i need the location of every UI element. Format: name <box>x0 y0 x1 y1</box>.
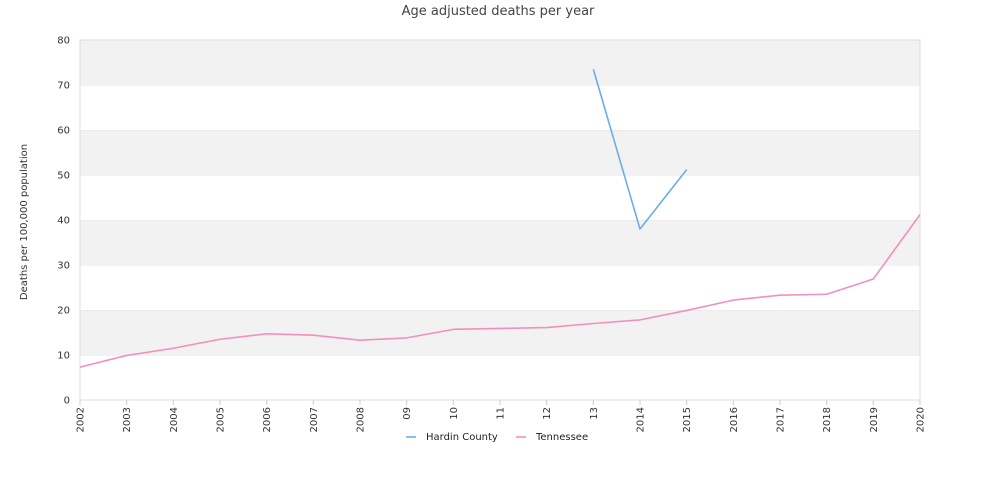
y-tick-label: 40 <box>57 216 70 227</box>
x-tick-label: 2014 <box>636 407 647 432</box>
grid-band <box>80 220 920 265</box>
grid-band <box>80 265 920 310</box>
y-tick-label: 20 <box>57 306 70 317</box>
x-axis: 2002 2003 2004 2005 2006 2007 2008 09 10 11 12 13 20… <box>76 400 927 432</box>
y-tick-label: 10 <box>57 351 70 362</box>
x-tick-label: 2002 <box>76 407 87 432</box>
x-tick-label: 2008 <box>356 407 367 432</box>
x-tick-label: 12 <box>542 407 553 420</box>
x-tick-label: 2006 <box>262 407 273 432</box>
x-tick-label: 2005 <box>216 407 227 432</box>
series-line-tennessee <box>79 214 921 368</box>
x-tick-label: 2018 <box>822 407 833 432</box>
y-tick-label: 0 <box>64 396 70 407</box>
grid-band <box>80 40 920 85</box>
x-tick-label: 2003 <box>122 407 133 432</box>
x-tick-label: 2004 <box>169 407 180 432</box>
chart-title: Age adjusted deaths per year <box>402 4 595 19</box>
y-tick-label: 30 <box>57 261 70 272</box>
grid-bands <box>80 39 920 400</box>
x-tick-label: 2020 <box>916 407 927 432</box>
grid-band <box>80 130 920 175</box>
y-tick-label: 50 <box>57 171 70 182</box>
series-lines <box>79 69 921 368</box>
x-tick-label: 13 <box>589 407 600 420</box>
x-tick-label: 10 <box>449 407 460 420</box>
grid-band <box>80 85 920 130</box>
y-tick-label: 80 <box>57 36 70 47</box>
x-tick-label: 11 <box>496 407 507 420</box>
x-tick-label: 2019 <box>869 407 880 432</box>
grid-band <box>80 310 920 355</box>
y-axis: 0 10 20 30 40 50 60 70 80 <box>57 36 70 407</box>
x-tick-label: 2015 <box>682 407 693 432</box>
x-tick-label: 2007 <box>309 407 320 432</box>
grid-band <box>80 355 920 400</box>
y-tick-label: 70 <box>57 81 70 92</box>
x-tick-label: 2016 <box>729 407 740 432</box>
x-tick-label: 09 <box>402 407 413 420</box>
y-tick-label: 60 <box>57 126 70 137</box>
x-tick-label: 2017 <box>776 407 787 432</box>
y-axis-label: Deaths per 100,000 population <box>19 144 30 300</box>
grid-band <box>80 175 920 220</box>
legend: Hardin County Tennessee <box>406 432 588 443</box>
legend-label: Tennessee <box>535 432 588 443</box>
legend-label: Hardin County <box>426 432 498 443</box>
series-line-hardin-county <box>592 69 688 230</box>
